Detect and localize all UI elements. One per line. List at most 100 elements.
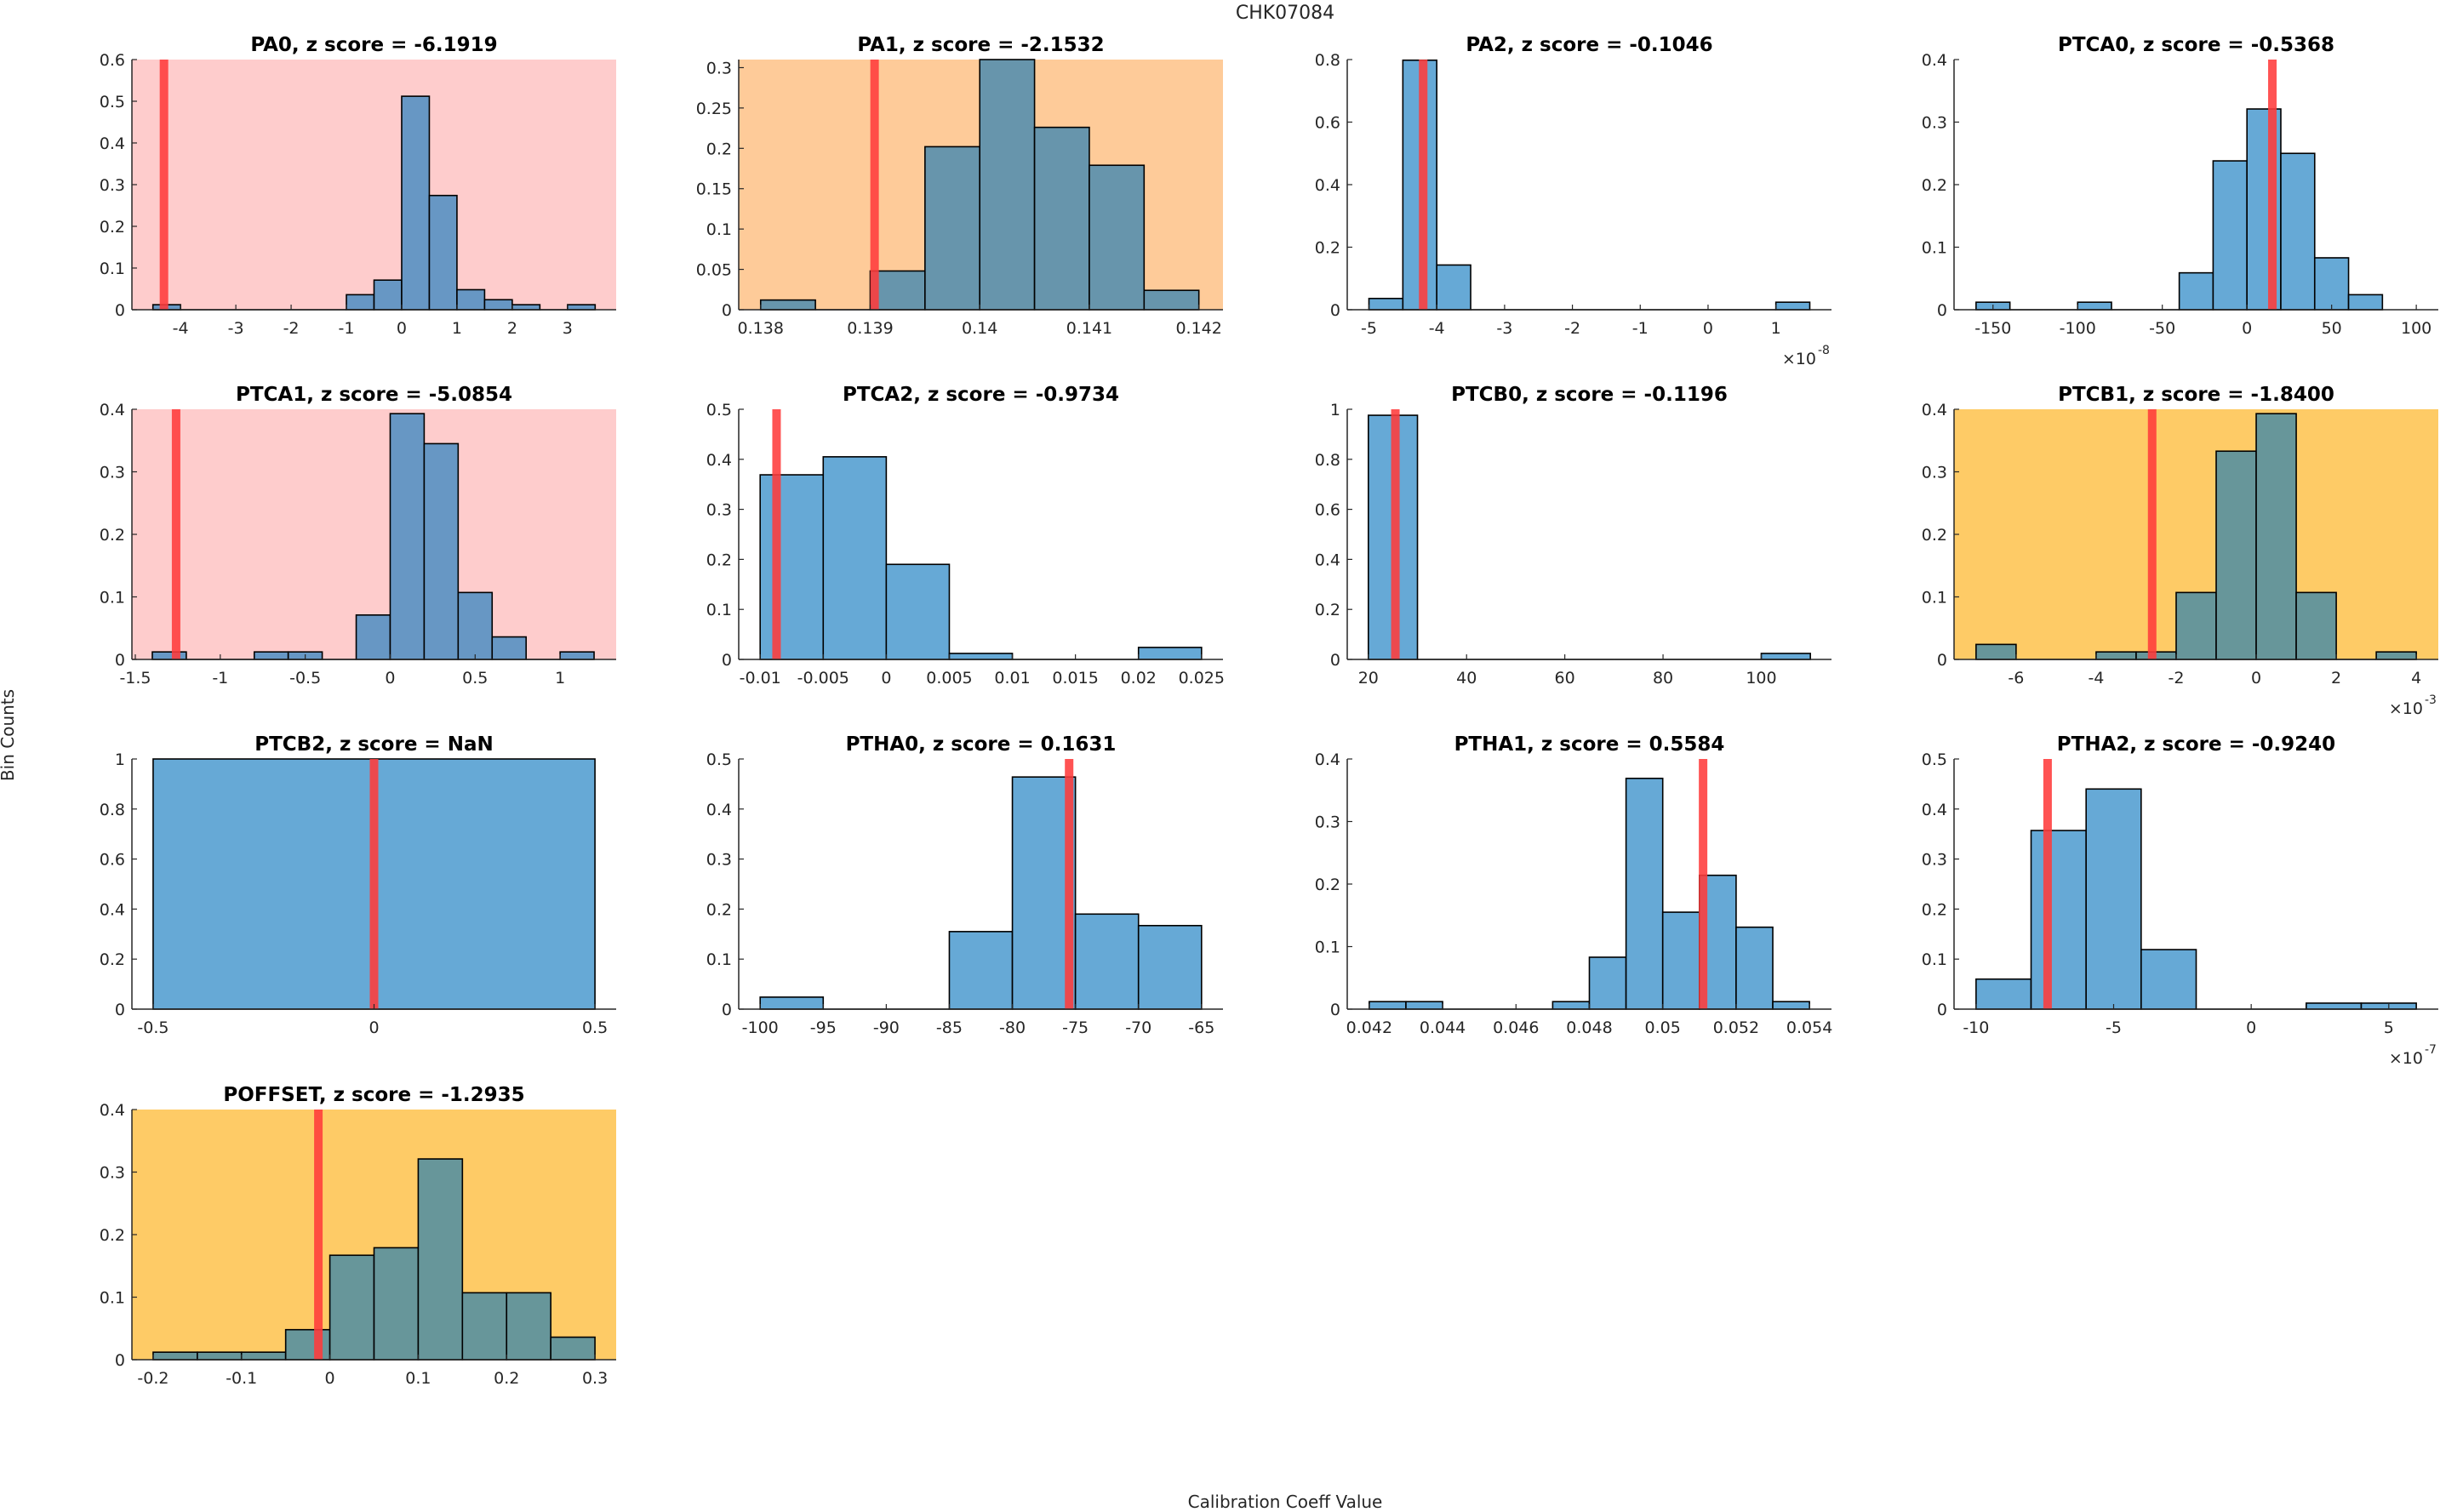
- y-tick-label: 0.2: [100, 526, 125, 545]
- histogram-bar: [151, 651, 187, 660]
- x-tick-label: 40: [1456, 669, 1477, 688]
- histogram-bar: [2077, 301, 2112, 311]
- y-tick-label: 0.1: [100, 260, 125, 278]
- y-tick-label: 0.4: [100, 1101, 125, 1120]
- x-tick-label: -4: [2088, 669, 2104, 688]
- x-tick-label: -150: [1974, 319, 2011, 338]
- histogram-bar: [2255, 413, 2297, 660]
- subplot-ptcb2: 0 0.2 0.4 0.6 0.8 1 -0.5 0 0.5 PTCB2, z score = N…: [100, 733, 616, 1037]
- y-tick-label: 0: [115, 1001, 125, 1019]
- x-tick-label: 0.025: [1179, 669, 1225, 688]
- y-tick-label: 0.4: [100, 401, 125, 419]
- y-tick-label: 0.15: [696, 180, 732, 199]
- y-tick-label: 0.1: [1922, 950, 1947, 969]
- subplot-ptca1: 0 0.1 0.2 0.3 0.4 -1.5 -1 -0.5 0 0.5 1 PTCA1, z sco…: [100, 384, 616, 688]
- y-tick-label: 0.4: [1922, 401, 1947, 419]
- y-tick-label: 0.3: [100, 176, 125, 195]
- histogram-bar: [924, 145, 981, 311]
- x-tick-label: 0.054: [1786, 1018, 1832, 1037]
- x-tick-label: 1: [555, 669, 565, 688]
- subplot-poffset: 0 0.1 0.2 0.3 0.4 -0.2 -0.1 0 0.1 0.2 0.3 POFFSET, …: [100, 1084, 616, 1388]
- histogram-bar: [423, 442, 460, 660]
- histogram-bar: [506, 1292, 551, 1361]
- x-tick-label: -0.01: [740, 669, 781, 688]
- x-tick-label: 2: [2331, 669, 2341, 688]
- y-tick-label: 0.8: [1315, 51, 1340, 70]
- x-tick-label: 2: [507, 319, 517, 338]
- y-tick-label: 0.2: [100, 218, 125, 237]
- x-tick-label: -85: [936, 1018, 963, 1037]
- x-tick-label: -6: [2008, 669, 2024, 688]
- histogram-bar: [389, 413, 426, 660]
- histogram-bar: [559, 651, 595, 660]
- histogram-bar: [2030, 830, 2087, 1010]
- histogram-bar: [2347, 294, 2384, 311]
- histogram-bar: [1369, 1001, 1407, 1010]
- x-tick-label: -10: [1963, 1018, 1989, 1037]
- x-tick-label: 0: [385, 669, 395, 688]
- x-tick-label: 5: [2384, 1018, 2394, 1037]
- y-tick-label: 0.05: [696, 261, 732, 280]
- y-tick-label: 0.6: [1315, 501, 1340, 520]
- histogram-bar: [2306, 1002, 2363, 1010]
- value-marker-line: [2268, 60, 2277, 310]
- y-tick-label: 0.4: [706, 451, 732, 470]
- subplot-title: PTHA2, z score = -0.9240: [2057, 733, 2335, 756]
- x-tick-label: -0.5: [289, 669, 321, 688]
- x-tick-label: 0.05: [1645, 1018, 1681, 1037]
- y-tick-label: 0: [1937, 651, 1947, 670]
- x-tick-label: 0.01: [994, 669, 1030, 688]
- x-tick-label: -100: [742, 1018, 779, 1037]
- x-tick-label: 3: [563, 319, 573, 338]
- histogram-bar: [355, 614, 391, 660]
- histogram-bar: [2212, 160, 2248, 311]
- y-tick-label: 0.8: [100, 801, 125, 819]
- value-marker-line: [171, 409, 180, 659]
- y-tick-label: 0.25: [696, 100, 732, 118]
- x-tick-label: -1: [212, 669, 228, 688]
- y-tick-label: 0.6: [1315, 114, 1340, 133]
- y-tick-label: 0.5: [706, 401, 732, 419]
- x-tick-label: 0.02: [1121, 669, 1157, 688]
- y-tick-label: 0.4: [1315, 551, 1340, 569]
- y-tick-label: 0.4: [1315, 176, 1340, 195]
- x-tick-label: 1: [1771, 319, 1781, 338]
- histogram-bar: [2095, 651, 2137, 660]
- histogram-bar: [759, 299, 816, 311]
- histogram-bar: [428, 194, 458, 311]
- x-tick-label: 0.048: [1566, 1018, 1612, 1037]
- x-tick-label: 0: [397, 319, 407, 338]
- histogram-bar: [511, 304, 541, 311]
- y-tick-label: 0.6: [100, 851, 125, 870]
- histogram-bar: [2175, 591, 2217, 660]
- x-tick-label: -1: [339, 319, 355, 338]
- subplot-pa2: 0 0.2 0.4 0.6 0.8 -5 -4 -3 -2 -1 0 1×10 -8 PA2, z sco…: [1315, 34, 1831, 368]
- x-tick-label: 0.044: [1420, 1018, 1466, 1037]
- x-tick-label: -5: [1361, 319, 1377, 338]
- y-tick-label: 0.1: [706, 950, 732, 969]
- x-tick-label: -0.5: [137, 1018, 169, 1037]
- value-marker-line: [1699, 759, 1708, 1009]
- histogram-bar: [759, 474, 825, 660]
- x-tick-label: 0.142: [1175, 319, 1221, 338]
- y-tick-label: 0.2: [706, 140, 732, 158]
- x-tick-label: 100: [2401, 319, 2431, 338]
- subplot-ptca0: 0 0.1 0.2 0.3 0.4 -150 -100 -50 0 50 100 PTCA0, z s…: [1922, 34, 2438, 338]
- histogram-bar: [1772, 1001, 1810, 1010]
- x-tick-label: 80: [1653, 669, 1673, 688]
- y-tick-label: 0.5: [706, 750, 732, 769]
- subplot-pa0: 0 0.1 0.2 0.3 0.4 0.5 0.6 -4 -3 -2 -1 0 1 2 3 PA0, z sc…: [100, 34, 616, 338]
- x-tick-label: 0.5: [582, 1018, 608, 1037]
- x-tick-label: 50: [2322, 319, 2342, 338]
- x-exponent-power: -7: [2425, 1043, 2437, 1057]
- y-tick-label: 0: [722, 301, 732, 320]
- y-tick-label: 0: [722, 651, 732, 670]
- histogram-bar: [253, 651, 289, 660]
- y-tick-label: 0.3: [1922, 114, 1947, 133]
- histogram-bar: [2375, 651, 2417, 660]
- y-tick-label: 0.1: [1922, 239, 1947, 258]
- histogram-bar: [1625, 777, 1664, 1010]
- histogram-bar: [885, 563, 951, 660]
- y-tick-label: 0.3: [1922, 464, 1947, 482]
- x-tick-label: 0.042: [1346, 1018, 1392, 1037]
